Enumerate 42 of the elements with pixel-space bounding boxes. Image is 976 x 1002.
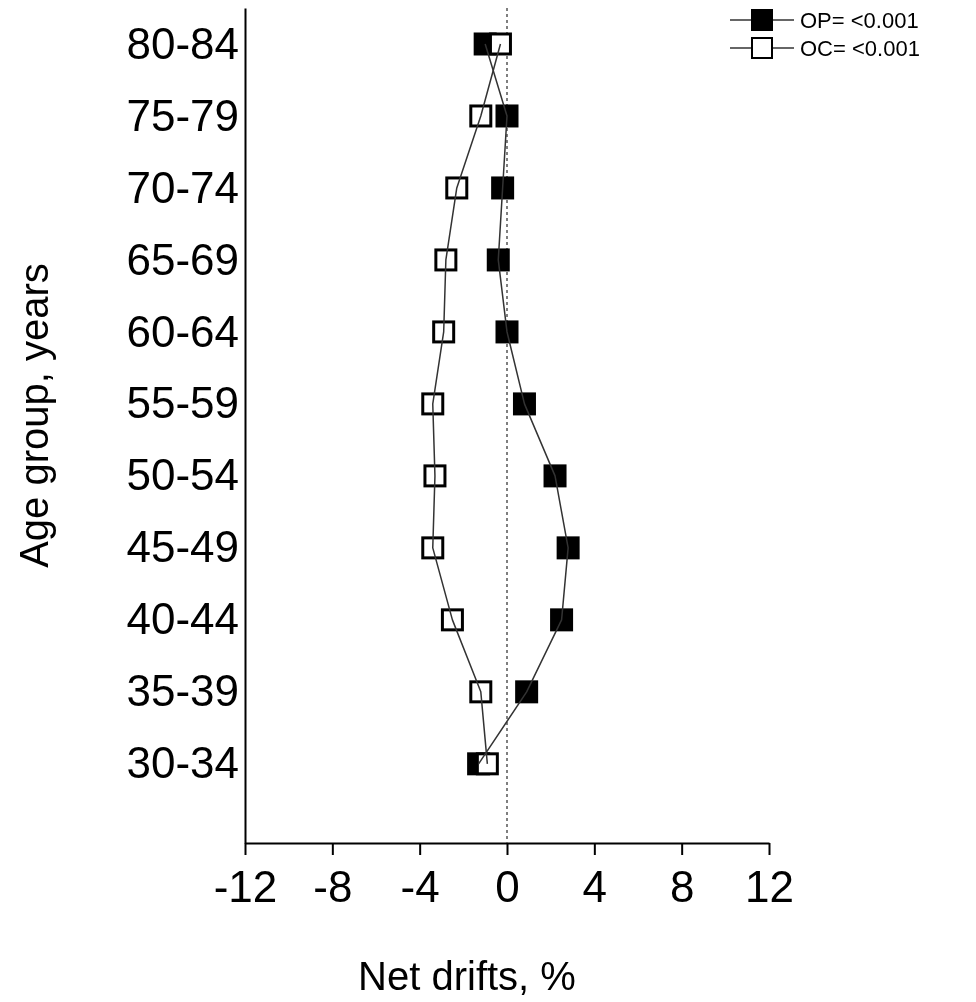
point xyxy=(469,680,493,704)
point xyxy=(543,464,567,488)
y-tick-label: 40-44 xyxy=(126,594,239,644)
x-tick-label: -12 xyxy=(213,862,278,911)
point xyxy=(421,536,445,560)
point xyxy=(556,536,580,560)
y-tick-label: 75-79 xyxy=(126,90,239,140)
point xyxy=(423,464,447,488)
point xyxy=(445,176,469,200)
point xyxy=(488,32,512,56)
point xyxy=(495,104,519,128)
legend-label: OC= <0.001 xyxy=(800,36,920,61)
y-tick-label: 65-69 xyxy=(126,234,239,284)
x-tick-label: 12 xyxy=(745,862,794,911)
y-tick-label: 70-74 xyxy=(126,162,239,212)
x-tick-label: 8 xyxy=(669,862,695,911)
y-tick-label: 55-59 xyxy=(126,378,239,428)
point xyxy=(421,392,445,416)
x-axis-title: Net drifts, % xyxy=(358,954,576,998)
y-tick-label: 30-34 xyxy=(126,738,239,788)
point xyxy=(432,320,456,344)
y-tick-label: 50-54 xyxy=(126,450,239,500)
x-tick-label: 0 xyxy=(495,862,520,911)
point xyxy=(440,608,464,632)
x-tick-label: 4 xyxy=(582,862,608,911)
x-tick-label: -8 xyxy=(313,862,353,911)
y-axis-title: Age group, years xyxy=(12,263,56,568)
x-tick-label: -4 xyxy=(400,862,440,911)
point xyxy=(491,176,515,200)
point xyxy=(495,320,519,344)
point xyxy=(469,104,493,128)
point xyxy=(475,752,499,776)
y-tick-label: 35-39 xyxy=(126,666,239,716)
point xyxy=(515,680,539,704)
point xyxy=(550,608,574,632)
point xyxy=(434,248,458,272)
point xyxy=(486,248,510,272)
legend-label: OP= <0.001 xyxy=(800,8,919,33)
y-tick-label: 45-49 xyxy=(126,522,239,572)
point xyxy=(512,392,536,416)
y-tick-label: 80-84 xyxy=(126,18,239,68)
y-tick-label: 60-64 xyxy=(126,306,239,356)
